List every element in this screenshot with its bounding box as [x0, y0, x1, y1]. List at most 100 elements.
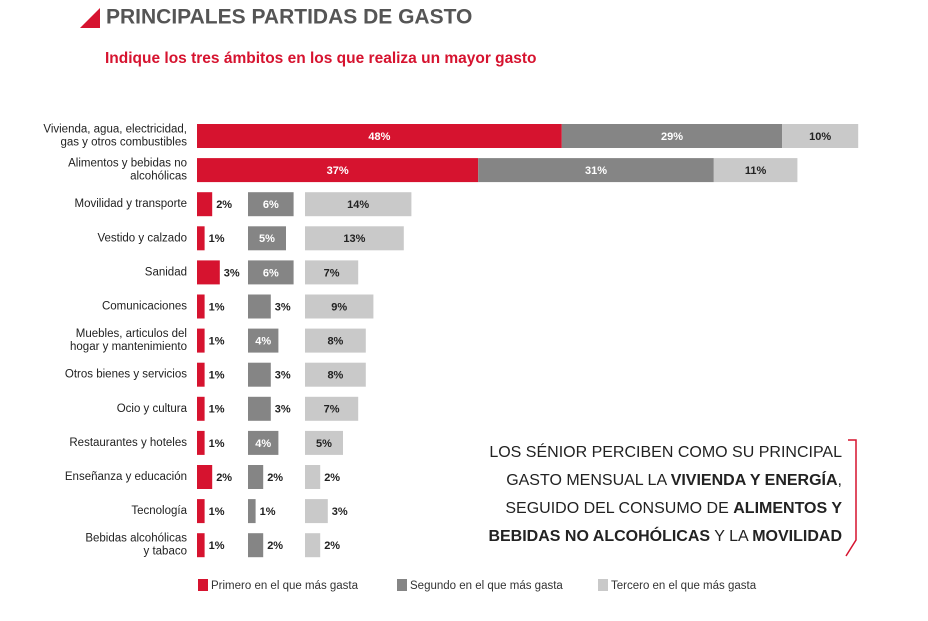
value-label: 31% — [585, 165, 607, 177]
title-icon — [80, 8, 100, 28]
value-label: 8% — [327, 336, 343, 348]
category-label: Muebles, articulos del hogar y mantenimie… — [70, 328, 187, 353]
bar — [561, 124, 783, 148]
value-label: 1% — [209, 540, 225, 552]
category-label: Vivienda, agua, electricidad, gas y otros… — [43, 124, 187, 149]
bar — [248, 430, 279, 455]
bar — [248, 328, 279, 353]
legend-label: Primero en el que más gasta — [211, 580, 359, 592]
category-label: Vestido y calzado — [97, 232, 187, 244]
bar — [248, 294, 271, 319]
value-label: 7% — [324, 404, 340, 416]
value-label: 11% — [745, 165, 767, 177]
category-label: Sanidad — [145, 266, 187, 278]
value-label: 29% — [661, 131, 683, 143]
legend-label: Segundo en el que más gasta — [410, 580, 563, 592]
value-label: 8% — [327, 370, 343, 382]
value-label: 4% — [255, 438, 271, 450]
legend-swatch — [198, 579, 208, 591]
bar — [713, 158, 798, 183]
value-label: 2% — [324, 472, 340, 484]
bar — [248, 192, 294, 217]
annotation-line: LOS SÉNIOR PERCIBEN COMO SU PRINCIPAL — [489, 442, 842, 461]
value-label: 2% — [216, 472, 232, 484]
bar — [305, 294, 374, 319]
chart-subtitle: Indique los tres ámbitos en los que real… — [105, 50, 537, 67]
bar — [248, 499, 256, 524]
category-label: Ocio y cultura — [117, 403, 188, 415]
value-label: 10% — [809, 131, 831, 143]
value-label: 6% — [263, 267, 279, 279]
annotation-run: ALIMENTOS Y — [733, 500, 842, 517]
bar — [197, 158, 479, 183]
annotation-run: , — [838, 472, 842, 489]
bar — [305, 499, 328, 524]
value-label: 2% — [216, 199, 232, 211]
bar — [197, 499, 205, 524]
value-label: 4% — [255, 336, 271, 348]
value-label: 1% — [209, 233, 225, 245]
value-label: 1% — [209, 438, 225, 450]
bar — [197, 328, 205, 353]
bar — [305, 396, 359, 421]
value-label: 3% — [332, 506, 348, 518]
annotation-run: VIVIENDA Y ENERGÍA — [671, 470, 838, 489]
bar — [197, 465, 213, 489]
value-label: 14% — [347, 199, 369, 211]
value-label: 1% — [209, 370, 225, 382]
bar — [197, 192, 213, 217]
bar — [305, 192, 412, 217]
bar — [248, 362, 271, 387]
bar — [197, 533, 205, 558]
bar — [305, 533, 321, 558]
chart-title: PRINCIPALES PARTIDAS DE GASTO — [106, 6, 472, 29]
bar — [197, 430, 205, 455]
value-label: 3% — [275, 301, 291, 313]
category-label: Bebidas alcohólicas y tabaco — [85, 533, 187, 558]
annotation-line: SEGUIDO DEL CONSUMO DE ALIMENTOS Y — [505, 500, 842, 517]
bar — [248, 396, 271, 421]
value-label: 5% — [316, 438, 332, 450]
value-label: 2% — [267, 540, 283, 552]
bar — [305, 430, 343, 455]
value-label: 1% — [260, 506, 276, 518]
category-label: Tecnología — [131, 505, 187, 517]
category-label: Enseñanza y educación — [65, 471, 187, 483]
bar — [197, 362, 205, 387]
value-label: 13% — [343, 233, 365, 245]
bar — [197, 294, 205, 319]
value-label: 5% — [259, 233, 275, 245]
value-label: 7% — [324, 267, 340, 279]
annotation-line: GASTO MENSUAL LA VIVIENDA Y ENERGÍA, — [506, 470, 842, 489]
bar — [305, 362, 366, 387]
value-label: 3% — [275, 404, 291, 416]
value-label: 1% — [209, 336, 225, 348]
annotation-run: Y LA — [710, 528, 752, 545]
value-label: 9% — [331, 301, 347, 313]
annotation-run: LOS SÉNIOR PERCIBEN COMO SU PRINCIPAL — [489, 442, 842, 461]
value-label: 48% — [368, 131, 390, 143]
bar — [248, 465, 264, 489]
legend-swatch — [598, 579, 608, 591]
value-label: 37% — [327, 165, 349, 177]
annotation-run: SEGUIDO DEL CONSUMO DE — [505, 500, 733, 517]
bar — [248, 260, 294, 285]
bar — [197, 260, 220, 285]
value-label: 1% — [209, 404, 225, 416]
bar — [248, 226, 286, 251]
bar — [197, 226, 205, 251]
value-label: 2% — [324, 540, 340, 552]
bar — [305, 226, 404, 251]
value-label: 3% — [224, 267, 240, 279]
value-label: 6% — [263, 199, 279, 211]
annotation-run: MOVILIDAD — [752, 528, 842, 545]
bar — [478, 158, 714, 183]
value-label: 1% — [209, 506, 225, 518]
annotation-line: BEBIDAS NO ALCOHÓLICAS Y LA MOVILIDAD — [488, 526, 842, 545]
legend-label: Tercero en el que más gasta — [611, 580, 757, 592]
category-label: Alimentos y bebidas no alcohólicas — [68, 158, 187, 183]
bar — [305, 260, 359, 285]
category-label: Comunicaciones — [102, 301, 187, 313]
value-label: 3% — [275, 370, 291, 382]
